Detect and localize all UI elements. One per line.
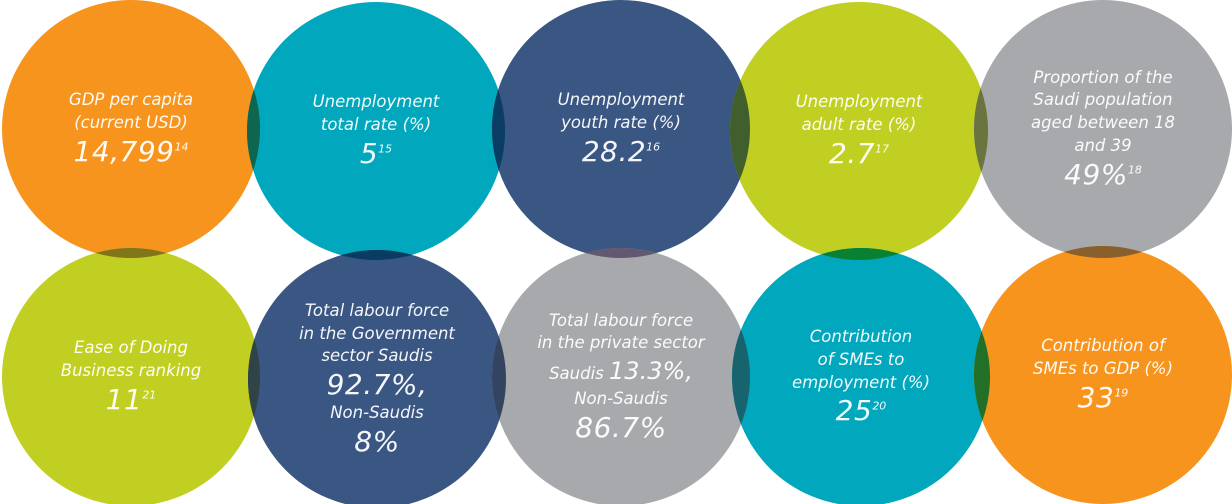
unemployment-total-circle: Unemployment total rate (%) 515: [247, 2, 505, 260]
sme-gdp-circle: Contribution of SMEs to GDP (%) 3319: [974, 246, 1232, 504]
unemployment-youth-circle: Unemployment youth rate (%) 28.216: [492, 0, 750, 258]
population-proportion-circle: Proportion of the Saudi population aged …: [974, 0, 1232, 258]
unemployment-adult-circle: Unemployment adult rate (%) 2.717: [730, 2, 988, 260]
gdp-per-capita-circle: GDP per capita (current USD) 14,79914: [2, 0, 260, 258]
sme-employment-circle: Contribution of SMEs to employment (%) 2…: [732, 248, 990, 504]
private-labour-force-circle: Total labour force in the private sector…: [492, 248, 750, 504]
government-labour-force-circle: Total labour force in the Government sec…: [248, 250, 506, 504]
ease-of-business-circle: Ease of Doing Business ranking 1121: [2, 248, 260, 504]
